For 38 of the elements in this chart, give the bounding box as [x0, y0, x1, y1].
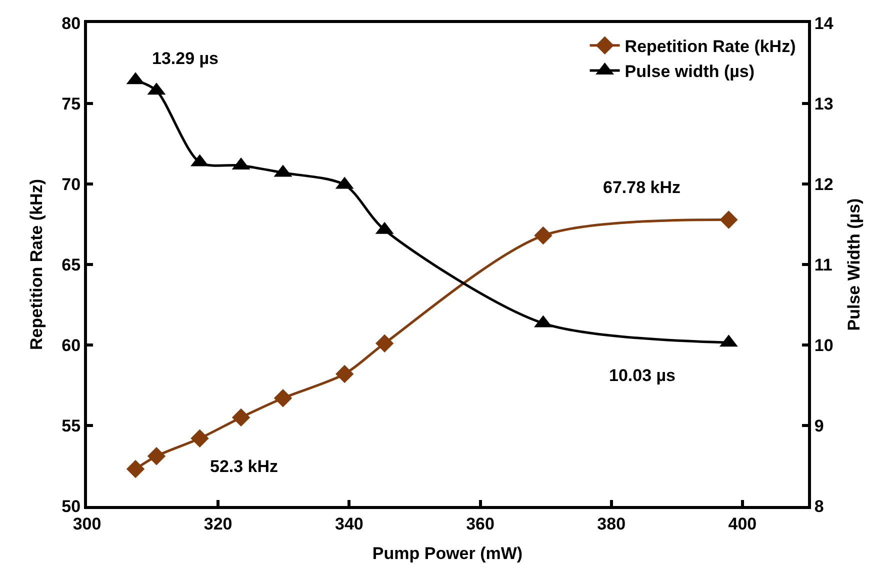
annotation: 52.3 kHz: [210, 457, 278, 476]
annotation: 10.03 µs: [609, 366, 676, 385]
point: [534, 226, 552, 245]
y2-tick-label: 10: [814, 336, 834, 355]
y2-tick-label: 8: [814, 496, 824, 516]
y2-tick-label: 12: [814, 174, 834, 194]
y-axis-title: Repetition Rate (kHz): [27, 179, 46, 350]
x-tick-label: 300: [72, 514, 102, 534]
y2-tick-label: 13: [814, 94, 834, 114]
x-tick-label: 320: [204, 514, 232, 534]
x-tick-label: 400: [728, 514, 757, 534]
point: [232, 408, 250, 427]
y2-tick-label: 14: [814, 14, 834, 33]
point: [147, 446, 166, 466]
legend-label: Repetition Rate (kHz): [624, 37, 796, 56]
legend-label: Pulse width (µs): [624, 62, 755, 82]
y-tick-label: 65: [62, 255, 81, 274]
y-tick-label: 55: [62, 416, 81, 436]
annotation: 13.29 µs: [152, 49, 219, 68]
point: [720, 210, 738, 229]
point: [375, 334, 394, 352]
x-tick-label: 380: [597, 514, 626, 534]
x-axis-title: Pump Power (mW): [372, 544, 523, 563]
x-tick-label: 360: [466, 514, 494, 534]
y-tick-label: 50: [62, 496, 81, 516]
x-tick-label: 340: [334, 514, 364, 534]
point: [274, 389, 292, 408]
y-tick-label: 70: [62, 174, 81, 194]
point: [190, 429, 209, 448]
point: [126, 460, 145, 478]
y-tick-label: 75: [62, 94, 81, 114]
y2-tick-label: 11: [814, 255, 832, 274]
point: [335, 364, 354, 384]
y-tick-label: 60: [62, 336, 81, 355]
y-tick-label: 80: [62, 14, 81, 33]
annotation: 67.78 kHz: [603, 178, 680, 197]
y2-tick-label: 9: [814, 416, 824, 436]
y2-axis-title: Pulse Width (µs): [844, 198, 864, 331]
